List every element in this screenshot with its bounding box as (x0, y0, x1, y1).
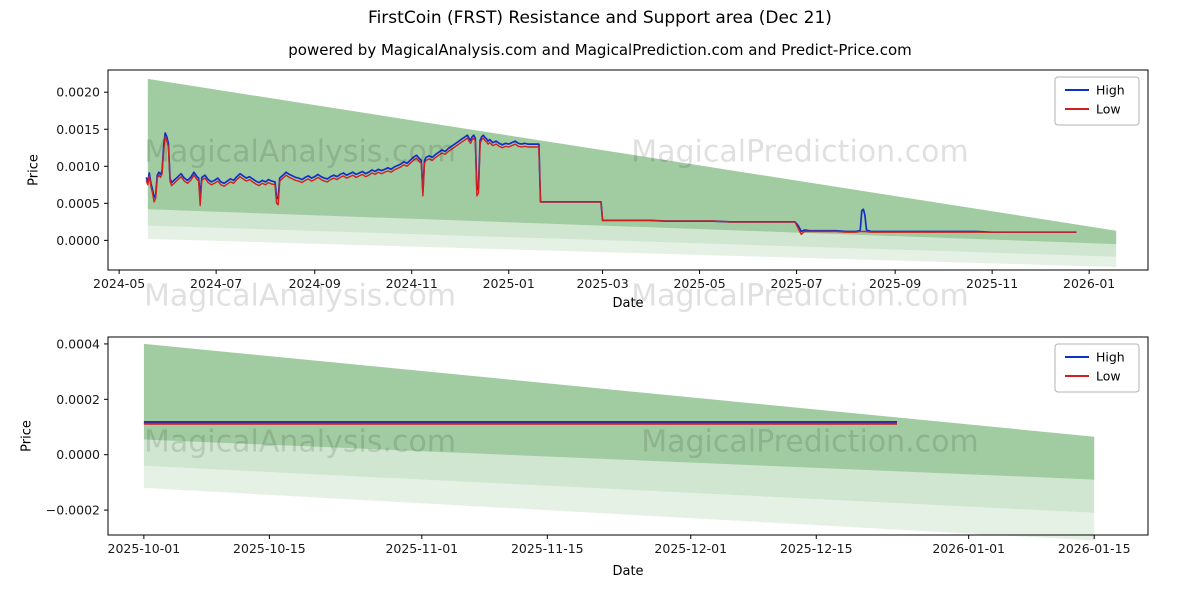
top-chart-canvas: 2024-05 2024-07 2024-09 2024-11 2025-01 2025-… (56, 69, 1149, 291)
x-tick-label: 2025-03 (576, 276, 628, 291)
x-tick-label: 2025-09 (869, 276, 921, 291)
x-tick-label: 2025-12-01 (654, 541, 727, 556)
x-tick-label: 2024-09 (289, 276, 341, 291)
x-tick-label: 2025-11-15 (511, 541, 584, 556)
x-tick-label: 2024-05 (93, 276, 145, 291)
axes-frame (107, 336, 1149, 536)
chart-title: FirstCoin (FRST) Resistance and Support … (368, 8, 832, 28)
support-resistance-wedge-lighter (147, 225, 1117, 267)
y-tick-label: 0.0010 (56, 159, 100, 174)
legend-label-low: Low (1096, 369, 1121, 384)
x-tick-label: 2025-10-15 (233, 541, 306, 556)
bottom-y-axis-label: Price (19, 420, 35, 452)
axes-frame (107, 69, 1149, 271)
x-tick-label: 2025-11-01 (385, 541, 458, 556)
support-resistance-wedge-light (147, 209, 1117, 257)
y-tick-label: 0.0000 (56, 233, 100, 248)
x-tick-label: 2025-01 (483, 276, 535, 291)
x-tick-label: 2025-12-15 (780, 541, 853, 556)
top-x-axis-label: Date (612, 296, 644, 311)
y-tick-label: 0.0002 (56, 392, 100, 407)
y-tick-label: 0.0015 (56, 122, 100, 137)
legend-label-high: High (1096, 350, 1125, 365)
support-resistance-wedge-lighter (143, 465, 1095, 541)
bottom-chart-canvas: 2025-10-01 2025-10-15 2025-11-01 2025-11-15… (46, 336, 1149, 556)
bottom-x-axis-label: Date (612, 564, 644, 579)
x-tick-label: 2026-01-01 (932, 541, 1005, 556)
y-tick-label: 0.0020 (56, 85, 100, 100)
x-tick-label: 2026-01 (1063, 276, 1115, 291)
x-tick-label: 2025-11 (966, 276, 1018, 291)
y-tick-label: 0.0004 (56, 336, 100, 351)
legend-label-low: Low (1096, 102, 1121, 117)
support-resistance-wedge (143, 343, 1095, 480)
chart-subtitle: powered by MagicalAnalysis.com and Magic… (288, 41, 912, 59)
x-tick-label: 2024-07 (190, 276, 242, 291)
x-tick-label: 2025-05 (673, 276, 725, 291)
top-y-axis-label: Price (26, 154, 42, 186)
series-low (145, 135, 1077, 236)
x-tick-label: 2024-11 (386, 276, 438, 291)
x-tick-label: 2025-10-01 (108, 541, 181, 556)
legend-label-high: High (1096, 83, 1125, 98)
y-tick-label: 0.0005 (56, 196, 100, 211)
x-tick-label: 2026-01-15 (1058, 541, 1131, 556)
support-resistance-wedge (147, 78, 1117, 245)
support-resistance-wedge-light (143, 439, 1095, 513)
y-tick-label: −0.0002 (46, 503, 100, 518)
y-tick-label: 0.0000 (56, 447, 100, 462)
x-tick-label: 2025-07 (770, 276, 822, 291)
